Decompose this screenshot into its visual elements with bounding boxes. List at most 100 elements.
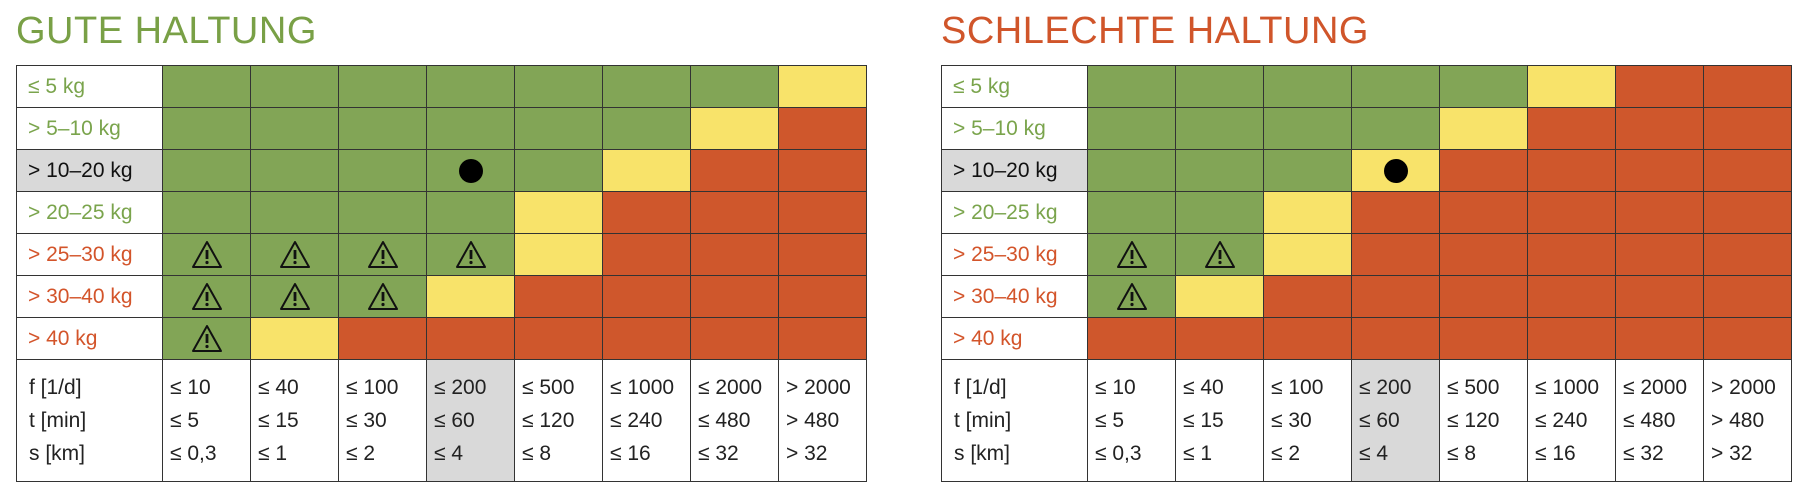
panel-title: GUTE HALTUNG [16, 10, 317, 52]
footer-f-value: > 2000 [786, 376, 851, 399]
footer-column-4: ≤ 200 ≤ 60 ≤ 4 [426, 359, 515, 482]
row-label: ≤ 5 kg [16, 65, 163, 108]
risk-cell-green [1263, 65, 1352, 108]
risk-cell-yellow [1439, 107, 1528, 150]
footer-f-value: ≤ 500 [1447, 376, 1500, 399]
row-label: ≤ 5 kg [941, 65, 1088, 108]
row-label: > 5–10 kg [941, 107, 1088, 150]
footer-axis-labels: f [1/d] t [min] s [km] [941, 359, 1088, 482]
risk-row: > 40 kg [16, 317, 867, 360]
risk-cell-green [514, 107, 603, 150]
footer-column-5: ≤ 500 ≤ 120 ≤ 8 [514, 359, 603, 482]
risk-cell-red [778, 275, 867, 318]
risk-cell-red [690, 149, 779, 192]
risk-cell-red [1351, 275, 1440, 318]
footer-s-value: ≤ 32 [1623, 442, 1664, 465]
footer-s-value: ≤ 8 [1447, 442, 1477, 465]
footer-t-value: > 480 [1711, 409, 1765, 432]
risk-cell-red [1527, 275, 1616, 318]
warning-icon [367, 283, 398, 310]
footer-label-s: s [km] [954, 442, 1010, 465]
footer-column-1: ≤ 10 ≤ 5 ≤ 0,3 [162, 359, 251, 482]
risk-row: > 40 kg [941, 317, 1792, 360]
risk-cell-red [1527, 107, 1616, 150]
risk-body: ≤ 5 kg > 5–10 kg > 10–20 kg > 20–25 kg > 25–… [16, 65, 867, 360]
footer-column-2: ≤ 40 ≤ 15 ≤ 1 [1175, 359, 1264, 482]
risk-cell-red [1263, 275, 1352, 318]
risk-cell-red [602, 191, 691, 234]
footer-column-6: ≤ 1000 ≤ 240 ≤ 16 [602, 359, 691, 482]
risk-cell-red [1351, 233, 1440, 276]
risk-cell-red [778, 191, 867, 234]
risk-cell-green [602, 107, 691, 150]
footer-s-value: ≤ 1 [258, 442, 288, 465]
risk-cell-yellow [1175, 275, 1264, 318]
footer-row: f [1/d] t [min] s [km] ≤ 10 ≤ 5 ≤ 0,3 ≤ 40… [941, 359, 1792, 482]
row-label: > 30–40 kg [16, 275, 163, 318]
panel-bad-posture: SCHLECHTE HALTUNG ≤ 5 kg > 5–10 kg > 10–20… [941, 0, 1813, 496]
risk-cell-green [426, 191, 515, 234]
footer-s-value: ≤ 0,3 [170, 442, 217, 465]
footer-t-value: ≤ 15 [1183, 409, 1224, 432]
warning-icon [1116, 241, 1147, 268]
risk-row: > 25–30 kg [16, 233, 867, 276]
footer-t-value: ≤ 480 [698, 409, 751, 432]
risk-cell-red [690, 317, 779, 360]
footer-t-value: ≤ 120 [1447, 409, 1500, 432]
warning-icon [1116, 283, 1147, 310]
risk-cell-green [426, 149, 515, 192]
risk-cell-green [162, 65, 251, 108]
risk-row: > 30–40 kg [941, 275, 1792, 318]
footer-f-value: > 2000 [1711, 376, 1776, 399]
footer-f-value: ≤ 1000 [1535, 376, 1600, 399]
panel-good-posture: GUTE HALTUNG ≤ 5 kg > 5–10 kg > 10–20 kg > … [16, 0, 888, 496]
risk-cell-red [1615, 191, 1704, 234]
risk-cell-green [602, 65, 691, 108]
risk-cell-green [1087, 149, 1176, 192]
risk-cell-green [1087, 191, 1176, 234]
footer-label-f: f [1/d] [954, 376, 1007, 399]
risk-cell-red [1703, 233, 1792, 276]
row-label: > 40 kg [16, 317, 163, 360]
risk-cell-red [1439, 149, 1528, 192]
footer-t-value: ≤ 240 [610, 409, 663, 432]
footer-row: f [1/d] t [min] s [km] ≤ 10 ≤ 5 ≤ 0,3 ≤ 40… [16, 359, 867, 482]
footer-f-value: ≤ 10 [170, 376, 211, 399]
risk-cell-yellow [1527, 65, 1616, 108]
warning-icon [455, 241, 486, 268]
risk-cell-red [1439, 275, 1528, 318]
footer-f-value: ≤ 1000 [610, 376, 675, 399]
row-label: > 10–20 kg [16, 149, 163, 192]
risk-cell-green [162, 275, 251, 318]
footer-column-3: ≤ 100 ≤ 30 ≤ 2 [338, 359, 427, 482]
risk-cell-red [1615, 317, 1704, 360]
footer-f-value: ≤ 10 [1095, 376, 1136, 399]
risk-cell-red [602, 233, 691, 276]
row-label: > 25–30 kg [16, 233, 163, 276]
risk-cell-green [1351, 107, 1440, 150]
risk-cell-yellow [778, 65, 867, 108]
risk-row: > 10–20 kg [16, 149, 867, 192]
footer-column-3: ≤ 100 ≤ 30 ≤ 2 [1263, 359, 1352, 482]
position-marker [458, 158, 483, 183]
footer-t-value: ≤ 60 [1359, 409, 1400, 432]
row-label: > 5–10 kg [16, 107, 163, 150]
risk-cell-red [690, 233, 779, 276]
warning-icon [1204, 241, 1235, 268]
risk-cell-green [1351, 65, 1440, 108]
risk-cell-red [690, 191, 779, 234]
risk-cell-green [250, 149, 339, 192]
risk-cell-yellow [1263, 191, 1352, 234]
risk-cell-green [162, 233, 251, 276]
risk-cell-red [1615, 233, 1704, 276]
risk-cell-red [778, 233, 867, 276]
footer-f-value: ≤ 40 [1183, 376, 1224, 399]
risk-cell-yellow [1263, 233, 1352, 276]
footer-s-value: ≤ 4 [1359, 442, 1389, 465]
risk-cell-green [1439, 65, 1528, 108]
risk-cell-red [1087, 317, 1176, 360]
footer-s-value: ≤ 1 [1183, 442, 1213, 465]
footer-label-t: t [min] [29, 409, 87, 432]
risk-cell-green [338, 275, 427, 318]
risk-cell-green [250, 191, 339, 234]
